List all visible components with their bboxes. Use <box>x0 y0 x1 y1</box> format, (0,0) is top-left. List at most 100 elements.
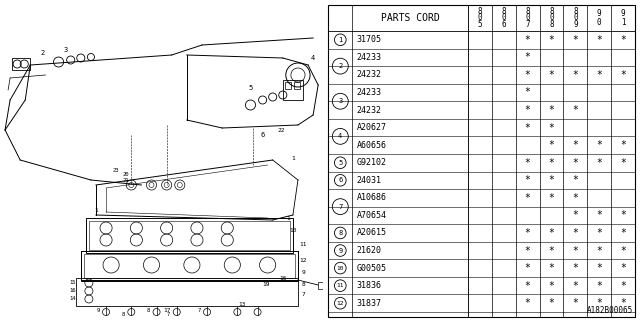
Text: *: * <box>548 158 554 168</box>
Text: *: * <box>525 228 531 238</box>
Text: *: * <box>620 281 626 291</box>
Text: *: * <box>525 105 531 115</box>
Text: 9: 9 <box>597 9 602 18</box>
Bar <box>81 251 298 281</box>
Text: *: * <box>596 298 602 308</box>
Text: *: * <box>548 298 554 308</box>
Text: 24031: 24031 <box>356 176 381 185</box>
Text: *: * <box>572 211 579 220</box>
Text: 7: 7 <box>167 313 170 317</box>
Text: *: * <box>525 175 531 185</box>
Text: *: * <box>596 140 602 150</box>
Text: 20: 20 <box>123 172 129 178</box>
Text: 3: 3 <box>338 98 342 104</box>
Text: 11: 11 <box>337 283 344 288</box>
Text: 0: 0 <box>573 13 578 22</box>
Text: 15: 15 <box>69 281 76 285</box>
Text: 14: 14 <box>69 297 76 301</box>
Bar <box>86 218 293 253</box>
Text: 6: 6 <box>338 177 342 183</box>
Text: *: * <box>548 105 554 115</box>
Text: *: * <box>596 245 602 256</box>
Text: *: * <box>620 228 626 238</box>
Text: 9: 9 <box>301 270 305 276</box>
Text: 11: 11 <box>300 243 307 247</box>
Text: *: * <box>548 35 554 45</box>
Text: *: * <box>596 281 602 291</box>
Text: *: * <box>620 245 626 256</box>
Text: 5: 5 <box>477 20 483 29</box>
Text: 17: 17 <box>163 308 170 313</box>
Text: 4: 4 <box>338 133 342 140</box>
Text: 31705: 31705 <box>356 35 381 44</box>
Text: *: * <box>548 193 554 203</box>
Text: 22: 22 <box>277 127 285 132</box>
Text: 24233: 24233 <box>356 53 381 62</box>
Text: *: * <box>525 193 531 203</box>
Text: *: * <box>572 281 579 291</box>
Text: 16: 16 <box>69 289 76 293</box>
Text: 10: 10 <box>289 228 297 233</box>
Text: 24233: 24233 <box>356 88 381 97</box>
Text: 9: 9 <box>621 9 625 18</box>
Text: 19: 19 <box>262 283 269 287</box>
Text: *: * <box>620 70 626 80</box>
Text: 1: 1 <box>94 207 98 212</box>
Text: 23: 23 <box>113 167 120 172</box>
Text: *: * <box>572 158 579 168</box>
Text: 8: 8 <box>301 283 305 287</box>
Bar <box>89 221 290 250</box>
Text: *: * <box>548 70 554 80</box>
Bar <box>76 278 298 306</box>
Text: *: * <box>572 175 579 185</box>
Text: *: * <box>525 245 531 256</box>
Text: A10686: A10686 <box>356 193 387 202</box>
Text: *: * <box>525 35 531 45</box>
Text: 9: 9 <box>338 248 342 253</box>
Text: PARTS CORD: PARTS CORD <box>381 13 440 23</box>
Text: *: * <box>572 35 579 45</box>
Text: 0: 0 <box>597 18 602 27</box>
Text: 0: 0 <box>477 13 483 22</box>
Bar <box>12 58 30 70</box>
Text: 16: 16 <box>279 276 287 281</box>
Text: *: * <box>548 175 554 185</box>
Text: 21620: 21620 <box>356 246 381 255</box>
Text: 13: 13 <box>239 302 246 308</box>
Text: *: * <box>525 70 531 80</box>
Text: *: * <box>548 281 554 291</box>
Bar <box>283 80 303 100</box>
Text: 5: 5 <box>338 160 342 166</box>
Text: *: * <box>572 193 579 203</box>
Text: A20627: A20627 <box>356 123 387 132</box>
Text: *: * <box>572 105 579 115</box>
Bar <box>84 254 295 278</box>
Text: 8: 8 <box>502 7 506 16</box>
Text: *: * <box>525 298 531 308</box>
Text: *: * <box>525 158 531 168</box>
Text: 9: 9 <box>97 308 100 313</box>
Text: 0: 0 <box>549 13 554 22</box>
Text: G00505: G00505 <box>356 264 387 273</box>
Text: 12: 12 <box>300 258 307 262</box>
Text: 7: 7 <box>301 292 305 298</box>
Text: 1: 1 <box>338 37 342 43</box>
Text: 7: 7 <box>525 20 530 29</box>
Text: 4: 4 <box>311 55 316 61</box>
Text: 1: 1 <box>621 18 625 27</box>
Text: 8: 8 <box>338 230 342 236</box>
Text: A60656: A60656 <box>356 141 387 150</box>
Text: *: * <box>525 52 531 62</box>
Text: *: * <box>596 158 602 168</box>
Text: 12: 12 <box>337 301 344 306</box>
Text: *: * <box>525 123 531 132</box>
Text: 2: 2 <box>40 50 45 56</box>
Text: *: * <box>620 211 626 220</box>
Text: G92102: G92102 <box>356 158 387 167</box>
Text: *: * <box>525 281 531 291</box>
Text: 1: 1 <box>286 215 290 220</box>
Text: A70654: A70654 <box>356 211 387 220</box>
Text: 31837: 31837 <box>356 299 381 308</box>
Text: *: * <box>596 70 602 80</box>
Text: *: * <box>572 228 579 238</box>
